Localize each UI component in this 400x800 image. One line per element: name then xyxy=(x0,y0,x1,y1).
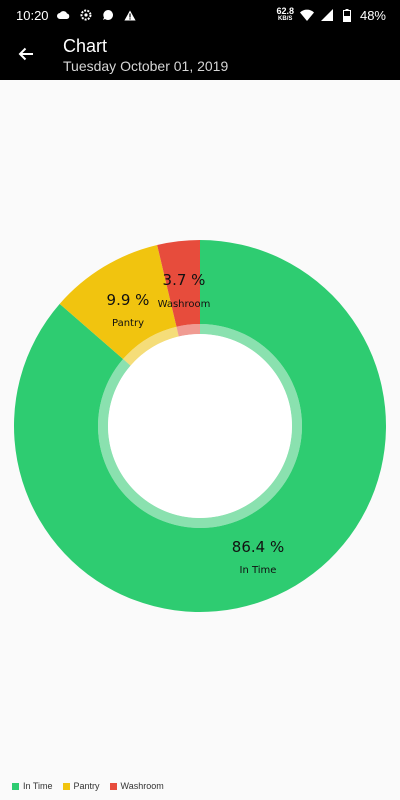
legend-item-washroom: Washroom xyxy=(109,781,164,791)
donut-chart[interactable]: 86.4 % In Time 9.9 % Pantry 3.7 % Washroom xyxy=(0,80,400,770)
status-left: 10:20 xyxy=(16,8,137,23)
legend-swatch-washroom xyxy=(109,782,117,790)
alert-icon xyxy=(123,8,137,22)
chart-legend: In Time Pantry Washroom xyxy=(12,781,164,791)
pie-slice-in-time[interactable] xyxy=(13,240,386,612)
settings-icon xyxy=(79,8,93,22)
app-bar: Chart Tuesday October 01, 2019 xyxy=(0,30,400,80)
battery-icon xyxy=(340,8,354,22)
net-speed-unit: KB/S xyxy=(278,16,293,22)
net-speed: 62.8 KB/S xyxy=(276,7,294,23)
slice-value-label-pantry: 9.9 % xyxy=(107,291,150,309)
slice-value-label-washroom: 3.7 % xyxy=(163,271,206,289)
pie-inner-band-washroom xyxy=(176,324,200,337)
chat-icon xyxy=(101,8,115,22)
legend-item-in-time: In Time xyxy=(12,781,53,791)
net-speed-value: 62.8 xyxy=(276,6,294,16)
page-title: Chart xyxy=(63,36,108,56)
pie-slice-pantry[interactable] xyxy=(59,245,177,360)
page-subtitle: Tuesday October 01, 2019 xyxy=(63,58,229,74)
legend-label-pantry: Pantry xyxy=(73,781,100,791)
pie-slice-washroom[interactable] xyxy=(157,240,200,327)
donut-hole xyxy=(108,334,292,518)
slice-value-label-in-time: 86.4 % xyxy=(232,538,284,556)
legend-swatch-in-time xyxy=(12,782,19,790)
legend-item-pantry: Pantry xyxy=(62,781,100,791)
wifi-icon xyxy=(299,8,314,22)
battery-percent: 48% xyxy=(359,7,386,23)
back-button[interactable] xyxy=(10,38,42,70)
legend-swatch-pantry xyxy=(62,782,70,790)
signal-icon xyxy=(320,8,334,22)
status-bar: 10:20 62.8 KB/S 48% xyxy=(0,0,400,30)
legend-label-in-time: In Time xyxy=(23,781,53,791)
pie-inner-band-pantry xyxy=(123,326,179,366)
slice-category-label-pantry: Pantry xyxy=(112,318,144,329)
chart-area: 86.4 % In Time 9.9 % Pantry 3.7 % Washroom xyxy=(0,80,400,770)
legend-label-washroom: Washroom xyxy=(120,781,164,791)
status-right: 62.8 KB/S 48% xyxy=(276,7,386,23)
status-time: 10:20 xyxy=(16,7,49,23)
cloud-icon xyxy=(57,8,71,22)
slice-category-label-washroom: Washroom xyxy=(158,299,211,310)
arrow-left-icon xyxy=(18,47,33,61)
slice-category-label-in-time: In Time xyxy=(240,565,277,576)
